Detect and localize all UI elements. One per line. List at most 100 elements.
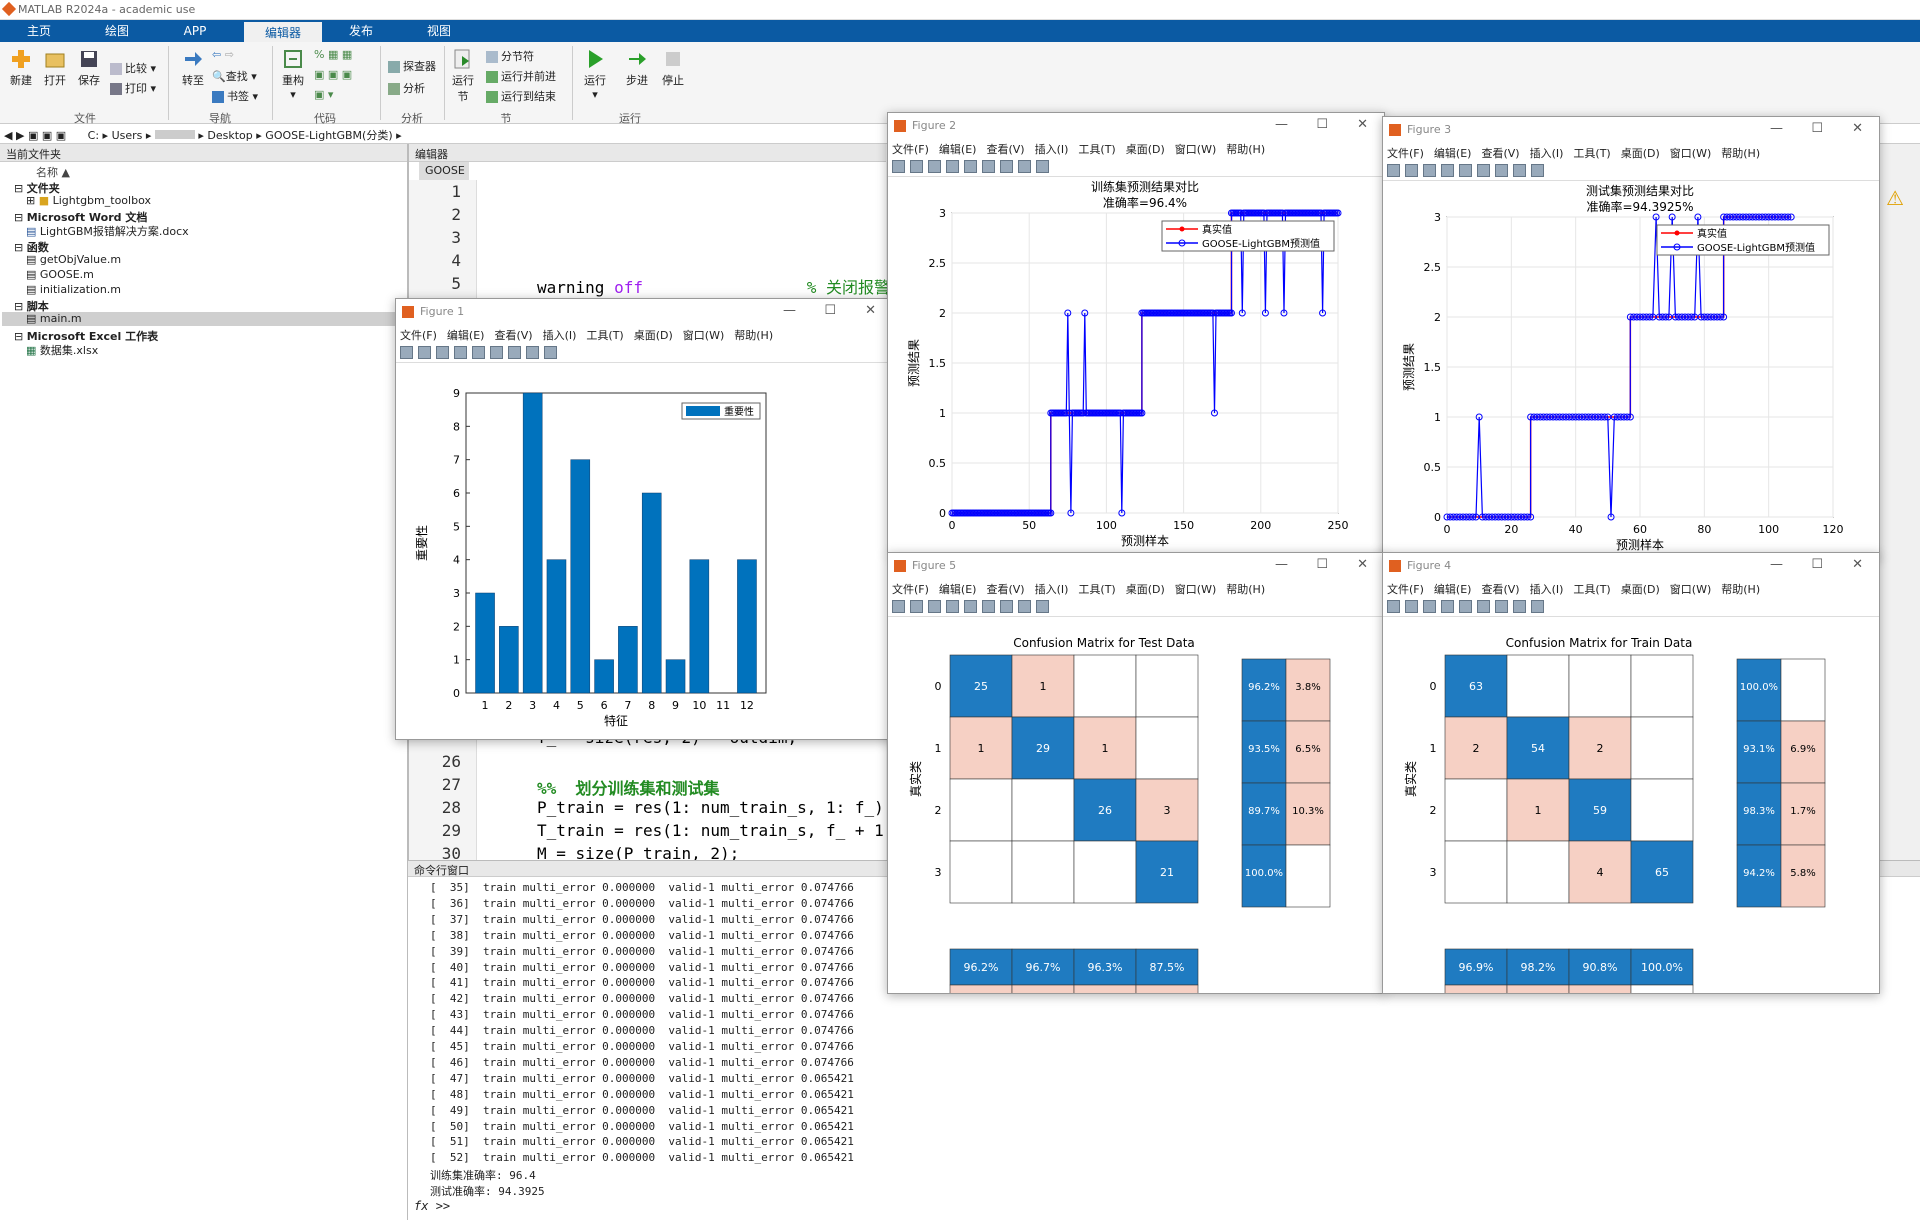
figure-menu-item[interactable]: 插入(I) <box>1529 583 1564 596</box>
close-icon[interactable]: ✕ <box>1852 557 1863 572</box>
compare-button[interactable]: 比较 ▾ <box>110 60 156 76</box>
folder-up-icon[interactable]: ▣ <box>27 129 39 142</box>
open-button[interactable]: 打开 <box>40 48 70 88</box>
figure-menu-item[interactable]: 窗口(W) <box>1669 583 1712 596</box>
file-item[interactable]: ▤ initialization.m <box>26 283 122 296</box>
run-button[interactable]: 运行 ▾ <box>580 48 610 101</box>
run-to-end-button[interactable]: 运行到结束 <box>486 88 556 104</box>
path-segment[interactable]: Desktop <box>207 129 253 142</box>
figure-menu-item[interactable]: 帮助(H) <box>1226 583 1266 596</box>
figure-menu-item[interactable]: 插入(I) <box>1529 147 1564 160</box>
figure-menu-item[interactable]: 帮助(H) <box>734 329 774 342</box>
tab-apps[interactable]: APP <box>183 24 207 38</box>
figure-menu-item[interactable]: 文件(F) <box>1387 147 1424 160</box>
tab-editor[interactable]: 编辑器 <box>244 20 322 42</box>
figure-menu-item[interactable]: 编辑(E) <box>446 329 485 342</box>
figure-menu-item[interactable]: 帮助(H) <box>1721 147 1761 160</box>
minimize-icon[interactable]: — <box>1275 117 1288 132</box>
run-advance-button[interactable]: 运行并前进 <box>486 68 556 84</box>
figure-menu-item[interactable]: 编辑(E) <box>938 143 977 156</box>
path-segment[interactable]: GOOSE-LightGBM(分类) <box>265 129 393 142</box>
maximize-icon[interactable]: ☐ <box>1316 117 1328 132</box>
stop-button[interactable]: 停止 <box>658 48 688 88</box>
save-button[interactable]: 保存 <box>74 48 104 88</box>
indent-tools[interactable]: ▣ ▣ ▣ <box>314 68 353 81</box>
figure-menu-item[interactable]: 窗口(W) <box>682 329 725 342</box>
figure-menu-item[interactable]: 窗口(W) <box>1669 147 1712 160</box>
minimize-icon[interactable]: — <box>783 303 796 318</box>
editor-file-tab[interactable]: GOOSE <box>419 162 469 180</box>
figure-menu-item[interactable]: 插入(I) <box>542 329 577 342</box>
file-item[interactable]: ⊞ ■ Lightgbm_toolbox <box>26 194 151 207</box>
step-button[interactable]: 步进 <box>622 48 652 88</box>
search-folder-icon[interactable]: ▣ <box>55 129 67 142</box>
figure-5-window[interactable]: Figure 5 — ☐ ✕ 文件(F) 编辑(E) 查看(V) 插入(I) 工具(T) 桌面… <box>887 552 1385 1060</box>
nav-back-icon[interactable]: ◀ <box>4 129 13 142</box>
figure-menu-item[interactable]: 查看(V) <box>494 329 533 342</box>
maximize-icon[interactable]: ☐ <box>824 303 836 318</box>
figure-4-window[interactable]: Figure 4 — ☐ ✕ 文件(F) 编辑(E) 查看(V) 插入(I) 工具(T) 桌面… <box>1382 552 1880 1060</box>
close-icon[interactable]: ✕ <box>1852 121 1863 136</box>
nav-forward-icon[interactable]: ▶ <box>15 129 25 142</box>
file-item-selected[interactable]: ▤ main.m <box>2 312 406 326</box>
maximize-icon[interactable]: ☐ <box>1316 557 1328 572</box>
maximize-icon[interactable]: ☐ <box>1811 557 1823 572</box>
figure-menu-item[interactable]: 插入(I) <box>1034 143 1069 156</box>
file-item[interactable]: ▦ 数据集.xlsx <box>26 344 99 357</box>
code-line[interactable]: warning off % 关闭报警信息 <box>537 278 922 297</box>
close-icon[interactable]: ✕ <box>1357 557 1368 572</box>
back-forward-buttons[interactable]: ⇦ ⇨ <box>212 48 234 61</box>
minimize-icon[interactable]: — <box>1770 121 1783 136</box>
path-segment[interactable]: C: <box>87 129 100 142</box>
group-excel[interactable]: ⊟ Microsoft Excel 工作表 <box>14 330 159 343</box>
name-column-header[interactable]: 名称 ▲ <box>36 166 70 179</box>
comment-tools[interactable]: % ▦ ▦ <box>314 48 353 61</box>
figure-1-window[interactable]: Figure 1 — ☐ ✕ 文件(F) 编辑(E) 查看(V) 插入(I) 工具(T) 桌面… <box>395 298 893 740</box>
figure-menu-item[interactable]: 查看(V) <box>986 143 1025 156</box>
figure-2-window[interactable]: Figure 2 — ☐ ✕ 文件(F) 编辑(E) 查看(V) 插入(I) 工具(T) 桌面… <box>887 112 1385 554</box>
figure-menu-item[interactable]: 工具(T) <box>1573 147 1611 160</box>
figure-3-window[interactable]: Figure 3 — ☐ ✕ 文件(F) 编辑(E) 查看(V) 插入(I) 工具(T) 桌面… <box>1382 116 1880 558</box>
figure-menu-item[interactable]: 桌面(D) <box>1620 583 1660 596</box>
figure-menu-item[interactable]: 帮助(H) <box>1721 583 1761 596</box>
file-item[interactable]: ▤ getObjValue.m <box>26 253 122 266</box>
tab-view[interactable]: 视图 <box>426 24 451 38</box>
refactor-button[interactable]: 重构 ▾ <box>278 48 308 101</box>
goto-button[interactable]: 转至 <box>178 48 208 88</box>
tab-home[interactable]: 主页 <box>26 24 51 38</box>
figure-menu-item[interactable]: 文件(F) <box>892 143 929 156</box>
group-word[interactable]: ⊟ Microsoft Word 文档 <box>14 211 148 224</box>
figure-menu-item[interactable]: 帮助(H) <box>1226 143 1266 156</box>
figure-menu-item[interactable]: 查看(V) <box>1481 583 1520 596</box>
new-button[interactable]: 新建 <box>6 48 36 88</box>
figure-menu-item[interactable]: 编辑(E) <box>938 583 977 596</box>
figure-menu-item[interactable]: 工具(T) <box>586 329 624 342</box>
figure-menu-item[interactable]: 编辑(E) <box>1433 583 1472 596</box>
analyze-button[interactable]: 分析 <box>388 80 425 96</box>
close-icon[interactable]: ✕ <box>865 303 876 318</box>
group-functions[interactable]: ⊟ 函数 <box>14 241 49 254</box>
figure-menu-item[interactable]: 工具(T) <box>1573 583 1611 596</box>
bookmark-button[interactable]: 书签 ▾ <box>212 88 258 104</box>
figure-menu-item[interactable]: 桌面(D) <box>1125 583 1165 596</box>
code-line[interactable]: P_train = res(1: num_train_s, 1: f_) <box>537 798 884 817</box>
profiler-button[interactable]: 探查器 <box>388 58 436 74</box>
file-item[interactable]: ▤ LightGBM报错解决方案.docx <box>26 225 189 238</box>
group-folder[interactable]: ⊟ 文件夹 <box>14 182 60 195</box>
code-line[interactable]: T_train = res(1: num_train_s, f_ + 1 <box>537 821 884 840</box>
figure-menu-item[interactable]: 桌面(D) <box>1620 147 1660 160</box>
warning-icon[interactable]: ⚠ <box>1886 186 1904 210</box>
figure-menu-item[interactable]: 查看(V) <box>986 583 1025 596</box>
figure-menu-item[interactable]: 窗口(W) <box>1174 143 1217 156</box>
cmd-prompt[interactable]: fx >> <box>414 1199 451 1213</box>
back-arrow-icon[interactable]: ⇦ <box>212 48 222 61</box>
file-item[interactable]: ▤ GOOSE.m <box>26 268 94 281</box>
path-segment[interactable]: Users <box>111 129 143 142</box>
figure-menu-item[interactable]: 桌面(D) <box>1125 143 1165 156</box>
minimize-icon[interactable]: — <box>1770 557 1783 572</box>
find-button[interactable]: 🔍查找 ▾ <box>212 70 257 83</box>
format-tools[interactable]: ▣ ▾ <box>314 88 334 101</box>
figure-menu-item[interactable]: 查看(V) <box>1481 147 1520 160</box>
run-section-button[interactable]: 运行 节 <box>450 48 476 104</box>
close-icon[interactable]: ✕ <box>1357 117 1368 132</box>
